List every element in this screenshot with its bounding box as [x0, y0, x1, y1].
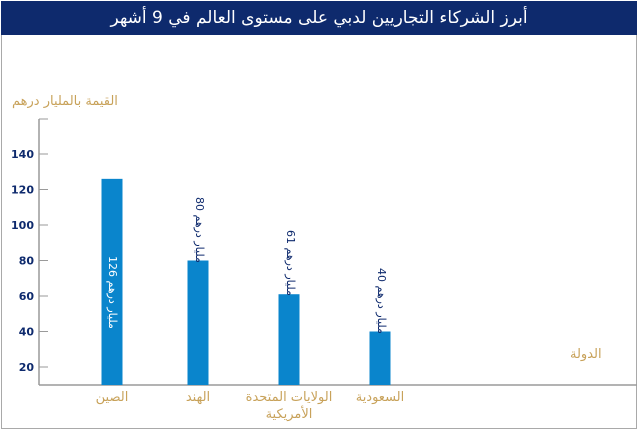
bar-0 [101, 178, 123, 385]
y-tick-label: 80 [19, 255, 35, 268]
data-label: 80 مليار درهم [193, 196, 206, 263]
y-tick-label: 120 [11, 184, 34, 197]
category-label: الصين [95, 390, 129, 405]
data-label: 126 مليار درهم [106, 256, 119, 329]
chart-title: أبرز الشركاء التجاريين لدبي على مستوى ال… [1, 1, 637, 35]
category-label: السعودية [355, 390, 405, 405]
bar-1 [187, 260, 209, 385]
bar-3 [369, 331, 391, 385]
y-tick-label: 40 [19, 326, 35, 339]
data-label: 40 مليار درهم [375, 267, 388, 334]
bar-2 [278, 294, 300, 385]
category-label: الهند [185, 390, 211, 405]
y-tick-label: 100 [11, 219, 34, 232]
y-axis-label: القيمة بالمليار درهم [12, 94, 118, 109]
y-tick-label: 140 [11, 148, 34, 161]
y-tick-label: 60 [19, 290, 35, 303]
x-axis-label: الدولة [570, 347, 602, 362]
category-label: الولايات المتحدة الأمريكية [245, 390, 333, 422]
data-label: 61 مليار درهم [284, 230, 297, 297]
y-tick-label: 20 [19, 361, 35, 374]
